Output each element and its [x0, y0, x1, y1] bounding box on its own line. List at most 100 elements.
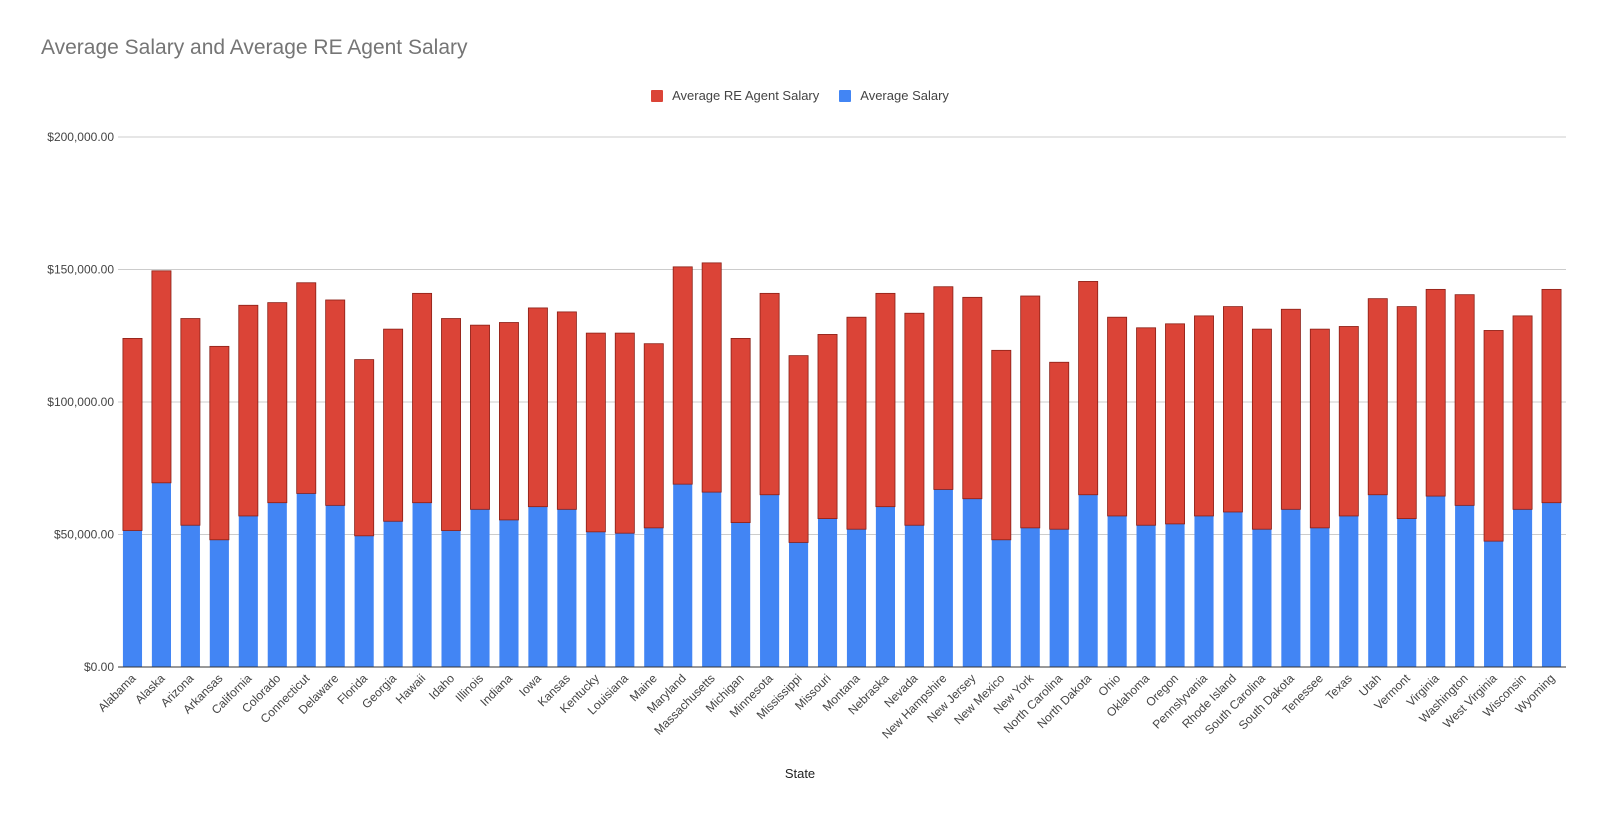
bar-average-salary-georgia[interactable]: [383, 521, 403, 667]
bar-average-salary-alabama[interactable]: [122, 530, 143, 667]
bar-average-re-agent-salary-georgia[interactable]: [383, 328, 404, 522]
bar-average-salary-connecticut[interactable]: [296, 493, 316, 667]
bar-average-salary-mississippi[interactable]: [789, 542, 809, 667]
bar-average-salary-west-virginia[interactable]: [1484, 541, 1504, 667]
bar-average-salary-kansas[interactable]: [557, 509, 577, 667]
bar-average-salary-texas[interactable]: [1339, 515, 1359, 667]
bar-average-re-agent-salary-maryland[interactable]: [672, 266, 693, 485]
bar-average-re-agent-salary-louisiana[interactable]: [614, 332, 635, 534]
bar-average-salary-arkansas[interactable]: [209, 539, 229, 667]
bar-average-salary-alaska[interactable]: [151, 482, 171, 667]
bar-average-re-agent-salary-south-carolina[interactable]: [1251, 328, 1272, 530]
bar-average-salary-south-dakota[interactable]: [1281, 509, 1301, 667]
bar-average-re-agent-salary-arizona[interactable]: [180, 318, 201, 526]
bar-average-re-agent-salary-north-carolina[interactable]: [1049, 361, 1070, 530]
bar-average-re-agent-salary-tenessee[interactable]: [1309, 328, 1330, 529]
bar-average-re-agent-salary-indiana[interactable]: [499, 322, 519, 521]
bar-average-re-agent-salary-wyoming[interactable]: [1541, 288, 1562, 504]
bar-average-salary-hawaii[interactable]: [412, 502, 432, 667]
bar-average-salary-nebraska[interactable]: [875, 506, 895, 667]
bar-average-re-agent-salary-west-virginia[interactable]: [1483, 330, 1504, 542]
bar-average-salary-missouri[interactable]: [817, 518, 838, 667]
bar-average-salary-minnesota[interactable]: [760, 494, 780, 667]
bar-average-salary-vermont[interactable]: [1397, 518, 1417, 667]
bar-average-salary-new-jersey[interactable]: [962, 498, 982, 667]
bar-average-salary-rhode-island[interactable]: [1223, 511, 1243, 667]
bar-average-salary-delaware[interactable]: [325, 505, 345, 667]
bar-average-re-agent-salary-alaska[interactable]: [151, 270, 172, 484]
bar-average-salary-wyoming[interactable]: [1541, 502, 1562, 667]
bar-average-salary-colorado[interactable]: [267, 502, 287, 667]
bar-average-salary-tenessee[interactable]: [1310, 527, 1330, 667]
bar-average-re-agent-salary-rhode-island[interactable]: [1223, 306, 1243, 513]
bar-average-salary-north-carolina[interactable]: [1049, 529, 1069, 667]
bar-average-re-agent-salary-connecticut[interactable]: [296, 282, 317, 494]
bar-average-salary-california[interactable]: [238, 515, 258, 667]
bar-average-re-agent-salary-mississippi[interactable]: [788, 355, 809, 543]
bar-average-salary-illinois[interactable]: [470, 509, 490, 667]
bar-average-re-agent-salary-idaho[interactable]: [441, 318, 461, 531]
bar-average-re-agent-salary-missouri[interactable]: [817, 334, 838, 519]
bar-average-salary-michigan[interactable]: [731, 522, 751, 667]
bar-average-re-agent-salary-south-dakota[interactable]: [1280, 308, 1301, 510]
bar-average-re-agent-salary-michigan[interactable]: [730, 337, 751, 523]
bar-average-salary-massachusetts[interactable]: [702, 492, 722, 667]
legend-item-re-agent-salary[interactable]: Average RE Agent Salary: [651, 88, 819, 103]
bar-average-salary-north-dakota[interactable]: [1078, 494, 1098, 667]
bar-average-re-agent-salary-iowa[interactable]: [527, 307, 548, 508]
bar-average-salary-oregon[interactable]: [1165, 523, 1185, 667]
bar-average-re-agent-salary-nebraska[interactable]: [875, 292, 896, 508]
bar-average-salary-iowa[interactable]: [528, 506, 548, 667]
bar-average-re-agent-salary-montana[interactable]: [846, 316, 867, 530]
bar-average-salary-new-mexico[interactable]: [991, 539, 1011, 667]
bar-average-re-agent-salary-washington[interactable]: [1454, 294, 1475, 506]
bar-average-re-agent-salary-oklahoma[interactable]: [1136, 327, 1157, 526]
bar-average-re-agent-salary-ohio[interactable]: [1107, 316, 1128, 517]
bar-average-re-agent-salary-colorado[interactable]: [267, 302, 288, 504]
bar-average-re-agent-salary-florida[interactable]: [354, 359, 375, 537]
bar-average-re-agent-salary-hawaii[interactable]: [412, 292, 433, 504]
bar-average-re-agent-salary-alabama[interactable]: [122, 337, 143, 531]
bar-average-salary-maryland[interactable]: [673, 484, 693, 667]
bar-average-salary-montana[interactable]: [846, 529, 867, 667]
bar-average-salary-utah[interactable]: [1368, 494, 1388, 667]
bar-average-re-agent-salary-north-dakota[interactable]: [1078, 281, 1099, 496]
bar-average-salary-nevada[interactable]: [904, 525, 924, 667]
bar-average-salary-kentucky[interactable]: [586, 531, 606, 667]
bar-average-re-agent-salary-vermont[interactable]: [1396, 306, 1417, 520]
bar-average-re-agent-salary-nevada[interactable]: [904, 312, 925, 526]
bar-average-salary-wisconsin[interactable]: [1513, 509, 1533, 667]
bar-average-salary-louisiana[interactable]: [615, 533, 635, 667]
bar-average-re-agent-salary-texas[interactable]: [1338, 326, 1359, 517]
bar-average-re-agent-salary-new-york[interactable]: [1020, 295, 1041, 529]
bar-average-re-agent-salary-new-mexico[interactable]: [991, 349, 1012, 541]
bar-average-salary-south-carolina[interactable]: [1252, 529, 1272, 667]
bar-average-re-agent-salary-arkansas[interactable]: [209, 345, 230, 541]
bar-average-re-agent-salary-kansas[interactable]: [556, 311, 577, 510]
bar-average-salary-virginia[interactable]: [1426, 496, 1446, 667]
bar-average-salary-florida[interactable]: [354, 535, 374, 667]
bar-average-salary-indiana[interactable]: [499, 519, 519, 667]
bar-average-re-agent-salary-oregon[interactable]: [1165, 323, 1185, 525]
bar-average-salary-new-york[interactable]: [1020, 527, 1040, 667]
bar-average-re-agent-salary-new-jersey[interactable]: [962, 296, 983, 500]
bar-average-salary-ohio[interactable]: [1107, 515, 1127, 667]
bar-average-re-agent-salary-new-hampshire[interactable]: [933, 286, 954, 490]
bar-average-re-agent-salary-kentucky[interactable]: [585, 332, 606, 533]
bar-average-re-agent-salary-california[interactable]: [238, 304, 259, 517]
bar-average-re-agent-salary-massachusetts[interactable]: [701, 262, 722, 493]
bar-average-re-agent-salary-utah[interactable]: [1367, 298, 1388, 496]
bar-average-re-agent-salary-wisconsin[interactable]: [1512, 315, 1533, 510]
bar-average-re-agent-salary-maine[interactable]: [643, 343, 664, 529]
bar-average-re-agent-salary-illinois[interactable]: [470, 324, 490, 510]
bar-average-re-agent-salary-minnesota[interactable]: [759, 292, 780, 496]
bar-average-salary-pennslyvania[interactable]: [1194, 515, 1214, 667]
bar-average-salary-idaho[interactable]: [441, 530, 461, 667]
bar-average-re-agent-salary-virginia[interactable]: [1425, 288, 1446, 497]
bar-average-salary-oklahoma[interactable]: [1136, 525, 1156, 667]
bar-average-salary-new-hampshire[interactable]: [933, 489, 953, 667]
bar-average-salary-washington[interactable]: [1455, 505, 1475, 667]
legend-item-average-salary[interactable]: Average Salary: [839, 88, 949, 103]
bar-average-salary-arizona[interactable]: [180, 525, 200, 667]
bar-average-salary-maine[interactable]: [644, 527, 664, 667]
